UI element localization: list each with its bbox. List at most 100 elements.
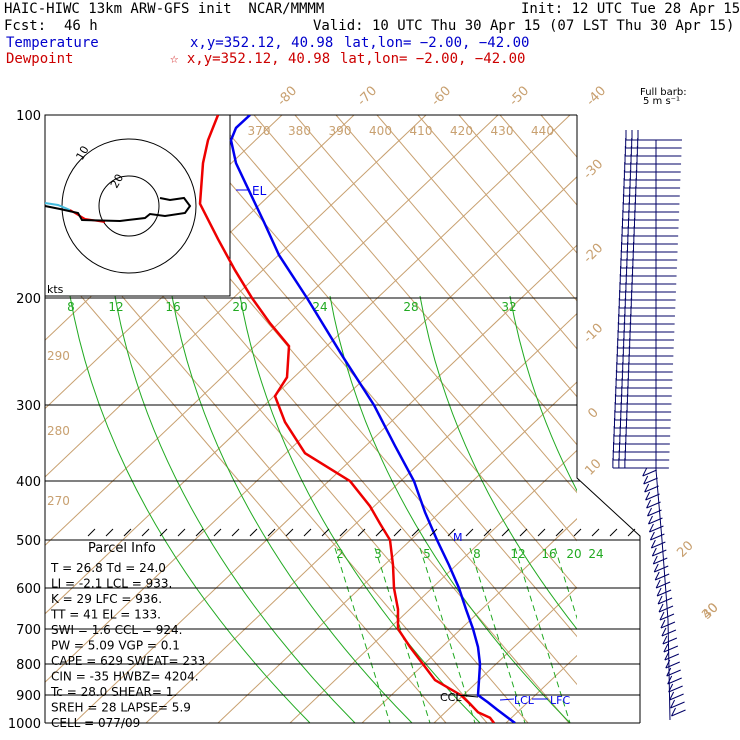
parcel-info-row: PW = 5.09 VGP = 0.1 [51,639,180,653]
hatch-mark [429,528,438,537]
wind-barb [668,683,683,693]
isotherm-label-right: -10 [581,321,607,347]
mixing-ratio-label-lower: 2 [336,547,344,561]
hatch-mark [321,528,330,537]
pressure-label: 500 [16,534,41,549]
hodograph-ring-label-10: 20 [108,172,126,191]
model-line: HAIC-HIWC 13km ARW-GFS init NCAR/MMMM [4,1,325,17]
dry-adiabat-line [417,115,577,302]
wind-barb [645,491,660,501]
hatch-mark [411,528,420,537]
temperature-latlon: lat,lon= −2.00, −42.00 [344,35,530,51]
pressure-label: 400 [16,475,41,490]
moist-adiabat-line [239,295,481,723]
isotherm-label-right: 20 [674,538,696,560]
hodograph-trace-cyan [44,202,71,211]
dry-adiabat-label-left: 280 [47,424,70,438]
hatch-mark [609,528,618,537]
parcel-info-row: LI = -2.1 LCL = 933. [51,577,172,591]
barb-legend-units: 5 m s⁻¹ [643,96,680,107]
isobar-lines [45,114,640,724]
parcel-info-row: SWI = 1.6 CCL = 924. [51,623,182,637]
wind-barb [659,611,675,621]
parcel-info-row: CELL = 077/09 [51,716,140,730]
dewpoint-profile [198,115,495,723]
dry-adiabat-line [458,115,577,254]
hatch-mark [123,528,132,537]
parcel-markers: CCL LCL LFC M [440,531,570,707]
dry-adiabat-label: 410 [410,124,433,138]
parcel-info-row: T = 26.8 Td = 24.0 [50,561,166,575]
parcel-info-row: Tc = 28.0 SHEAR= 1. [50,685,177,699]
pressure-label: 100 [16,109,41,124]
mixing-ratio-label-lower: 24 [588,547,603,561]
pressure-label: 1000 [8,717,41,732]
dewpoint-legend-label: Dewpoint [6,51,74,67]
mixing-ratio-label-upper: 20 [232,300,247,314]
mixing-ratio-line [600,548,655,723]
isotherm-label-right: -20 [581,241,607,267]
mixing-ratio-label-upper: 12 [108,300,123,314]
hatch-mark [501,528,510,537]
hatch-mark [105,528,114,537]
mixing-ratio-label-lower: 12 [510,547,525,561]
mixing-ratio-label-lower: 5 [423,547,431,561]
isotherm-label-top: -60 [429,84,455,110]
isotherm-label-top: -80 [275,84,301,110]
dry-adiabat-line [253,115,577,494]
dry-adiabat-line [45,253,447,723]
wind-barb [671,707,686,717]
wind-barb [657,595,673,605]
pressure-label: 900 [16,689,41,704]
pressure-labels: 100 200 300 400 500 600 700 800 900 1000 [8,109,41,732]
isotherm-line [45,176,577,683]
hatch-mark [483,528,492,537]
dry-adiabat-line [212,115,577,542]
hodograph-trace-black [44,196,192,223]
moist-adiabat-line [114,295,356,723]
dry-adiabat-label: 400 [369,124,392,138]
isotherm-label-right: 0 [585,405,601,421]
mixing-ratio-line [469,547,526,723]
valid-line: Valid: 10 UTC Thu 30 Apr 15 (07 LST Thu … [313,18,735,34]
mixing-ratio-labels: 8 12 16 20 24 28 32 2 3 5 8 12 16 20 24 [67,300,603,561]
parcel-info-title: Parcel Info [88,541,156,556]
wind-barb [669,691,684,701]
wind-barb [652,555,668,565]
pressure-label: 800 [16,658,41,673]
dewpoint-xy: ☆ x,y=352.12, 40.98 [170,51,331,67]
isotherm-label-right: 40 [699,600,721,622]
hatch-mark [537,528,546,537]
wind-barb [656,587,672,597]
hatch-mark [591,528,600,537]
hatch-mark [87,528,96,537]
wind-barb [658,603,674,613]
parcel-info-row: CIN = -35 HWBZ= 4204. [51,670,199,684]
wind-barb [662,635,678,645]
isotherm-label-right: 10 [582,456,604,478]
mixing-ratio-line [419,547,476,723]
hatch-mark [213,528,222,537]
moist-adiabat-line [69,295,311,723]
moist-adiabat-line [419,295,577,630]
dry-adiabat-label: 370 [248,124,271,138]
wind-barb [664,651,679,661]
init-line: Init: 12 UTC Tue 28 Apr 15 [521,1,740,17]
hatch-mark [573,528,582,537]
dry-adiabat-label-left: 270 [47,494,70,508]
wind-barb [655,579,671,589]
parcel-info-panel: Parcel Info T = 26.8 Td = 24.0 LI = -2.1 … [50,541,205,730]
mixing-ratio-line [554,547,577,620]
wind-barb [625,130,682,141]
temperature-legend-label: Temperature [6,35,99,51]
hatch-mark [555,528,564,537]
hatch-mark [177,528,186,537]
dry-adiabat-line [376,115,577,350]
isotherm-label-top: -70 [355,84,381,110]
mixing-ratio-label-lower: 16 [541,547,556,561]
isotherm-line [361,518,577,723]
m-marker: M [453,531,463,544]
moist-adiabat-line [509,295,577,492]
isotherm-label-top: -40 [584,84,610,110]
